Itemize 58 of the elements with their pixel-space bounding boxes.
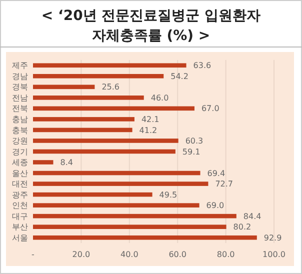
y-tick-label: 대전 xyxy=(12,180,28,189)
data-label: 25.6 xyxy=(102,82,120,92)
data-label: 72.7 xyxy=(215,180,234,189)
data-label: 49.5 xyxy=(159,190,178,200)
data-label: 67.0 xyxy=(201,104,220,114)
x-tick-label: 80.0 xyxy=(216,250,235,259)
y-tick-label: 대구 xyxy=(12,212,28,221)
y-tick-label: 세종 xyxy=(12,158,28,168)
y-tick-label: 제주 xyxy=(12,61,28,70)
data-label: 92.9 xyxy=(264,233,282,242)
x-tick-label: 100.0 xyxy=(262,250,286,259)
data-label: 69.4 xyxy=(207,168,226,178)
y-tick-label: 전남 xyxy=(12,93,28,102)
bar xyxy=(33,160,54,164)
data-label: 54.2 xyxy=(170,72,188,81)
bar xyxy=(33,235,257,240)
data-label: 63.6 xyxy=(193,61,212,70)
chart-title: < ‘20년 전문진료질병군 입원환자 자체충족률 (%) > xyxy=(41,8,261,44)
bar xyxy=(33,170,200,176)
data-label: 84.4 xyxy=(243,212,262,221)
bar xyxy=(33,138,178,143)
bar xyxy=(33,117,134,122)
data-label: 59.1 xyxy=(182,147,200,156)
y-tick-label: 전북 xyxy=(12,104,28,114)
data-label: 69.0 xyxy=(206,201,224,210)
bar xyxy=(33,203,200,208)
data-label: 60.3 xyxy=(185,136,204,146)
data-label: 42.1 xyxy=(141,115,160,124)
bar xyxy=(33,182,208,186)
bar xyxy=(33,214,236,218)
bar xyxy=(33,106,194,111)
x-tick-label: 40.0 xyxy=(120,250,138,259)
bar xyxy=(33,224,226,230)
x-tick-label: 20.0 xyxy=(72,250,90,259)
y-tick-label: 울산 xyxy=(12,168,28,178)
data-label: 80.2 xyxy=(233,222,252,232)
bar xyxy=(33,192,152,197)
y-tick-label: 충북 xyxy=(12,126,28,135)
y-tick-label: 경기 xyxy=(12,147,28,156)
data-label: 41.2 xyxy=(139,126,158,135)
y-tick-label: 경남 xyxy=(12,72,28,81)
y-tick-label: 경북 xyxy=(12,82,28,92)
y-tick-label: 강원 xyxy=(12,136,28,146)
y-tick-label: 서울 xyxy=(12,233,28,242)
bar xyxy=(33,128,132,132)
bar xyxy=(33,149,176,154)
bar xyxy=(33,96,144,100)
data-label: 46.0 xyxy=(150,93,169,102)
bar xyxy=(33,74,164,78)
bar xyxy=(33,63,186,68)
y-tick-label: 충남 xyxy=(12,115,28,124)
y-tick-label: 광주 xyxy=(12,190,28,200)
data-label: 8.4 xyxy=(60,158,73,168)
x-tick-label: 60.0 xyxy=(168,250,187,259)
y-tick-label: 부산 xyxy=(12,222,28,232)
y-tick-label: 인천 xyxy=(12,201,28,210)
x-tick-label: - xyxy=(32,250,35,259)
bar xyxy=(33,84,95,90)
